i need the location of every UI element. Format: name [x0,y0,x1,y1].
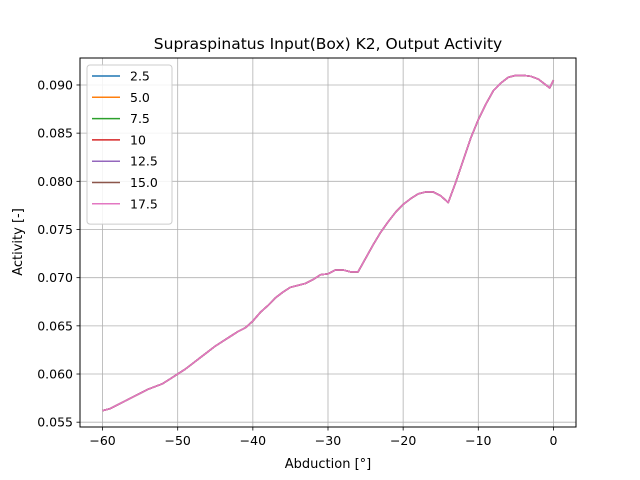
legend-label-2: 7.5 [130,111,150,126]
x-tick-label: 0 [549,433,557,448]
legend-label-4: 12.5 [130,154,158,169]
y-tick-label: 0.080 [37,174,73,189]
series-lines [102,74,555,412]
y-tick-label: 0.085 [37,126,73,141]
y-tick-label: 0.065 [37,318,73,333]
y-tick-label: 0.060 [37,367,73,382]
legend-label-5: 15.0 [130,175,158,190]
x-tick-label: −10 [465,433,491,448]
y-tick-label: 0.055 [37,415,73,430]
x-tick-label: −30 [315,433,341,448]
x-tick-label: −40 [240,433,266,448]
x-tick-label: −50 [165,433,191,448]
legend-label-0: 2.5 [130,69,150,84]
x-tick-label: −20 [390,433,416,448]
legend-label-3: 10 [130,132,146,147]
series-line-6 [102,74,555,412]
y-tick-label: 0.075 [37,222,73,237]
chart-title: Supraspinatus Input(Box) K2, Output Acti… [154,35,502,53]
legend-label-6: 17.5 [130,196,158,211]
y-axis-ticks: 0.055 0.060 0.065 0.070 0.075 0.080 0.085 0.090 [37,77,80,430]
legend-box [86,64,173,225]
x-tick-label: −60 [89,433,115,448]
x-axis-ticks: −60 −50 −40 −30 −20 −10 0 [89,427,557,448]
legend-label-1: 5.0 [130,90,150,105]
grid [80,58,576,427]
y-tick-label: 0.090 [37,77,73,92]
legend: 2.5 5.0 7.5 10 12.5 15.0 17.5 [86,64,173,225]
y-tick-label: 0.070 [37,270,73,285]
y-axis-label: Activity [-] [11,208,26,276]
x-axis-label: Abduction [°] [285,457,371,472]
